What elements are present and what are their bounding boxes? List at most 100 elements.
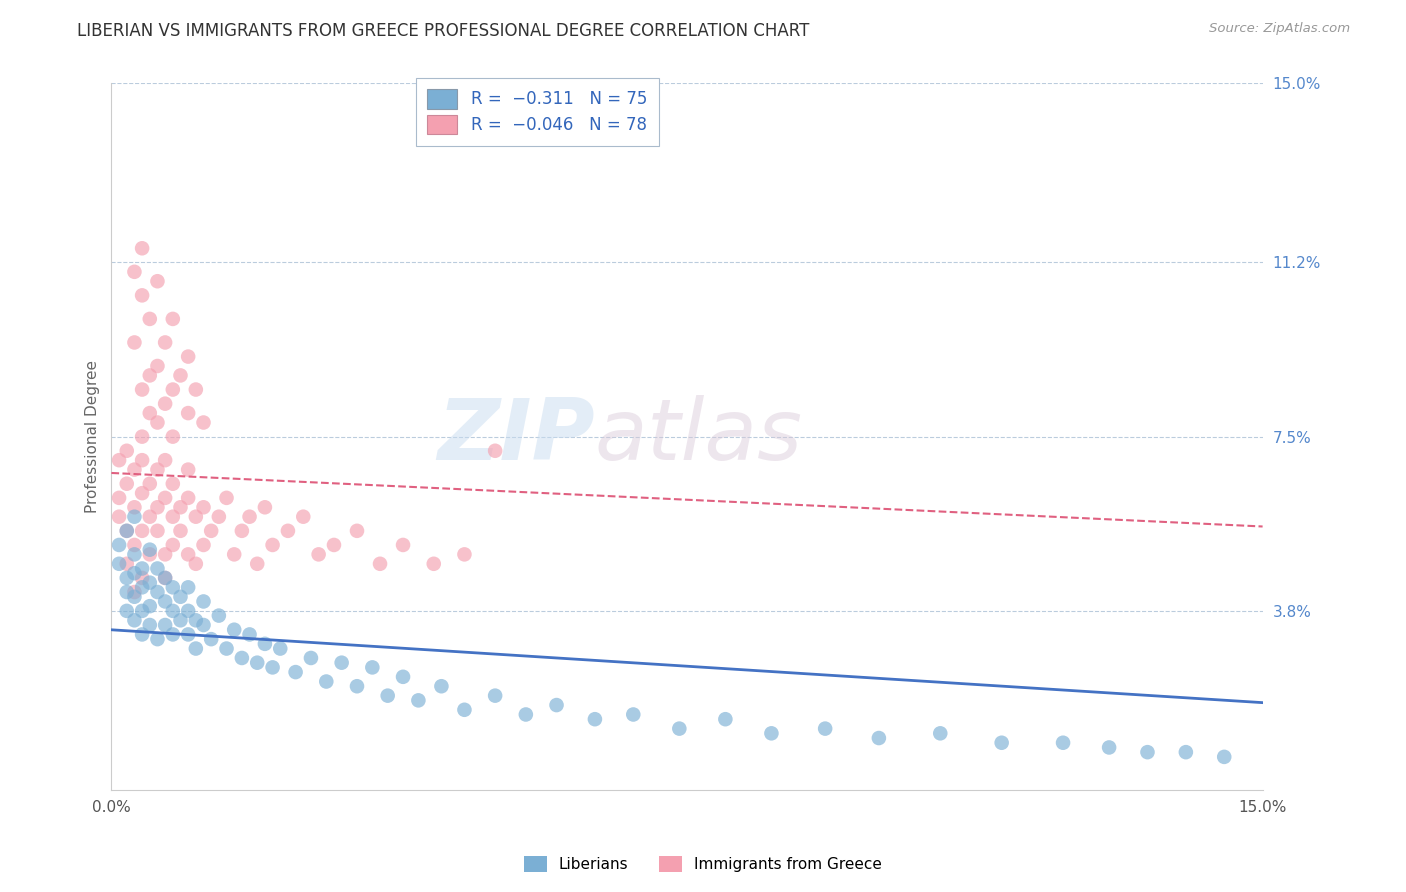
Point — [714, 712, 737, 726]
Point — [177, 604, 200, 618]
Point — [193, 618, 215, 632]
Point — [392, 538, 415, 552]
Point — [184, 557, 207, 571]
Point — [253, 637, 276, 651]
Point — [184, 509, 207, 524]
Point — [139, 547, 162, 561]
Point — [162, 476, 184, 491]
Point — [668, 722, 690, 736]
Point — [169, 590, 191, 604]
Point — [177, 580, 200, 594]
Point — [115, 557, 138, 571]
Point — [124, 509, 146, 524]
Point — [346, 524, 368, 538]
Point — [124, 585, 146, 599]
Point — [193, 500, 215, 515]
Point — [153, 335, 176, 350]
Point — [200, 524, 222, 538]
Point — [224, 623, 246, 637]
Point — [484, 689, 506, 703]
Point — [131, 453, 153, 467]
Point — [131, 627, 153, 641]
Point — [215, 491, 238, 505]
Point — [115, 524, 138, 538]
Point — [169, 524, 191, 538]
Point — [200, 632, 222, 647]
Point — [184, 613, 207, 627]
Point — [146, 416, 169, 430]
Point — [139, 509, 162, 524]
Point — [131, 486, 153, 500]
Point — [453, 547, 475, 561]
Point — [177, 462, 200, 476]
Point — [169, 613, 191, 627]
Point — [139, 312, 162, 326]
Point — [146, 585, 169, 599]
Point — [162, 383, 184, 397]
Point — [238, 627, 260, 641]
Point — [124, 335, 146, 350]
Legend: R =  −0.311   N = 75, R =  −0.046   N = 78: R = −0.311 N = 75, R = −0.046 N = 78 — [416, 78, 659, 146]
Point — [146, 632, 169, 647]
Point — [131, 430, 153, 444]
Point — [162, 312, 184, 326]
Point — [108, 538, 131, 552]
Point — [1136, 745, 1159, 759]
Point — [146, 524, 169, 538]
Point — [238, 509, 260, 524]
Point — [115, 585, 138, 599]
Point — [184, 383, 207, 397]
Point — [115, 524, 138, 538]
Point — [146, 274, 169, 288]
Point — [377, 689, 399, 703]
Point — [1052, 736, 1074, 750]
Point — [108, 557, 131, 571]
Point — [124, 547, 146, 561]
Point — [1213, 750, 1236, 764]
Point — [193, 538, 215, 552]
Point — [131, 241, 153, 255]
Point — [1174, 745, 1197, 759]
Point — [124, 566, 146, 581]
Point — [124, 500, 146, 515]
Point — [177, 627, 200, 641]
Point — [115, 443, 138, 458]
Point — [193, 416, 215, 430]
Point — [124, 265, 146, 279]
Point — [115, 476, 138, 491]
Point — [323, 538, 346, 552]
Point — [146, 500, 169, 515]
Point — [262, 660, 284, 674]
Text: atlas: atlas — [595, 395, 803, 478]
Point — [361, 660, 384, 674]
Point — [868, 731, 890, 745]
Point — [193, 594, 215, 608]
Point — [1098, 740, 1121, 755]
Point — [139, 575, 162, 590]
Point — [246, 557, 269, 571]
Point — [231, 524, 253, 538]
Point — [583, 712, 606, 726]
Point — [231, 651, 253, 665]
Point — [169, 368, 191, 383]
Point — [115, 571, 138, 585]
Point — [131, 524, 153, 538]
Point — [153, 618, 176, 632]
Point — [115, 604, 138, 618]
Point — [146, 462, 169, 476]
Point — [124, 538, 146, 552]
Point — [131, 561, 153, 575]
Point — [177, 547, 200, 561]
Point — [162, 580, 184, 594]
Point — [124, 462, 146, 476]
Point — [139, 368, 162, 383]
Point — [153, 453, 176, 467]
Point — [277, 524, 299, 538]
Point — [139, 599, 162, 614]
Point — [139, 618, 162, 632]
Point — [131, 288, 153, 302]
Point — [284, 665, 307, 679]
Text: ZIP: ZIP — [437, 395, 595, 478]
Point — [292, 509, 315, 524]
Point — [124, 613, 146, 627]
